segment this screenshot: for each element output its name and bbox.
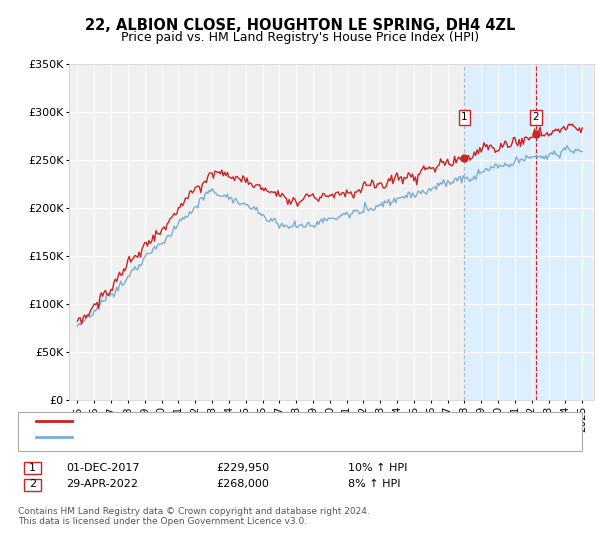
Text: HPI: Average price, detached house, Sunderland: HPI: Average price, detached house, Sund… [81,432,352,442]
Text: 22, ALBION CLOSE, HOUGHTON LE SPRING, DH4 4ZL (detached house): 22, ALBION CLOSE, HOUGHTON LE SPRING, DH… [81,416,477,426]
Text: 1: 1 [29,463,36,473]
Text: 22, ALBION CLOSE, HOUGHTON LE SPRING, DH4 4ZL: 22, ALBION CLOSE, HOUGHTON LE SPRING, DH… [85,18,515,33]
Text: Price paid vs. HM Land Registry's House Price Index (HPI): Price paid vs. HM Land Registry's House … [121,31,479,44]
Text: 29-APR-2022: 29-APR-2022 [66,479,138,489]
Text: 01-DEC-2017: 01-DEC-2017 [66,463,139,473]
Text: Contains HM Land Registry data © Crown copyright and database right 2024.
This d: Contains HM Land Registry data © Crown c… [18,507,370,526]
Text: £268,000: £268,000 [216,479,269,489]
Text: 2: 2 [533,112,539,122]
Text: 10% ↑ HPI: 10% ↑ HPI [348,463,407,473]
Text: 8% ↑ HPI: 8% ↑ HPI [348,479,401,489]
Text: 2: 2 [29,479,36,489]
Text: 1: 1 [461,112,468,122]
Bar [464,64,590,400]
Text: £229,950: £229,950 [216,463,269,473]
